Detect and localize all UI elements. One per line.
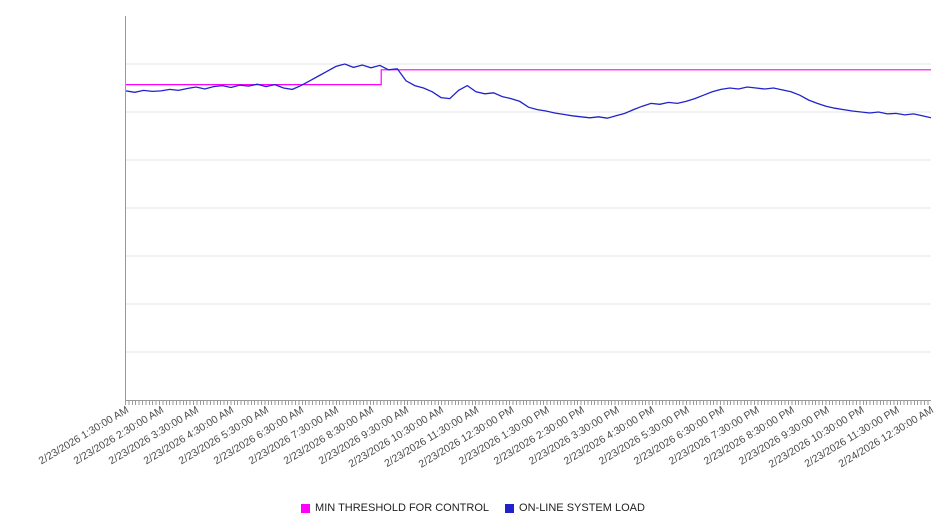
x-axis-label: 2/23/2026 4:30:00 AM bbox=[141, 404, 237, 468]
x-axis-label: 2/23/2026 4:30:00 PM bbox=[561, 404, 657, 468]
x-axis-label: 2/23/2026 6:30:00 PM bbox=[631, 404, 727, 468]
plot-area bbox=[125, 16, 931, 401]
x-axis-label: 2/23/2026 7:30:00 PM bbox=[666, 404, 762, 468]
x-axis-label: 2/23/2026 11:30:00 PM bbox=[802, 404, 902, 471]
x-axis-label: 2/23/2026 8:30:00 PM bbox=[701, 404, 797, 468]
x-axis-label: 2/24/2026 12:30:00 AM bbox=[836, 404, 937, 471]
x-axis-label: 2/23/2026 1:30:00 AM bbox=[36, 404, 132, 468]
x-axis-label: 2/23/2026 9:30:00 PM bbox=[736, 404, 832, 468]
x-axis-label: 2/23/2026 3:30:00 AM bbox=[106, 404, 202, 468]
load-line bbox=[126, 63, 931, 119]
x-axis-label: 2/23/2026 2:30:00 PM bbox=[491, 404, 587, 468]
legend-label: MIN THRESHOLD FOR CONTROL bbox=[315, 502, 490, 514]
legend-swatch bbox=[301, 503, 311, 513]
threshold-line bbox=[126, 69, 931, 86]
x-axis-label: 2/23/2026 3:30:00 PM bbox=[526, 404, 622, 468]
x-axis-label: 2/23/2026 5:30:00 PM bbox=[596, 404, 692, 468]
x-axis-label: 2/23/2026 8:30:00 AM bbox=[281, 404, 377, 468]
legend-label: ON-LINE SYSTEM LOAD bbox=[519, 502, 645, 514]
x-axis-label: 2/23/2026 10:30:00 AM bbox=[346, 404, 447, 471]
chart-canvas bbox=[126, 63, 931, 353]
x-axis-label: 2/23/2026 12:30:00 PM bbox=[416, 404, 517, 471]
legend-swatch bbox=[505, 503, 515, 513]
x-axis-label: 2/23/2026 6:30:00 AM bbox=[211, 404, 307, 468]
x-axis-label: 2/23/2026 5:30:00 AM bbox=[176, 404, 272, 468]
legend-item: ON-LINE SYSTEM LOAD bbox=[505, 502, 645, 514]
x-axis-label: 2/23/2026 11:30:00 AM bbox=[382, 404, 482, 470]
chart-legend: MIN THRESHOLD FOR CONTROL ON-LINE SYSTEM … bbox=[0, 502, 946, 514]
x-axis-label: 2/23/2026 2:30:00 AM bbox=[71, 404, 167, 468]
x-axis-label: 2/23/2026 7:30:00 AM bbox=[246, 404, 342, 468]
x-axis-label: 2/23/2026 9:30:00 AM bbox=[316, 404, 412, 468]
legend-item: MIN THRESHOLD FOR CONTROL bbox=[301, 502, 489, 514]
x-axis-label: 2/23/2026 10:30:00 PM bbox=[766, 404, 867, 471]
x-axis-minor-ticks bbox=[125, 401, 931, 405]
x-axis-label: 2/23/2026 1:30:00 PM bbox=[456, 404, 552, 468]
